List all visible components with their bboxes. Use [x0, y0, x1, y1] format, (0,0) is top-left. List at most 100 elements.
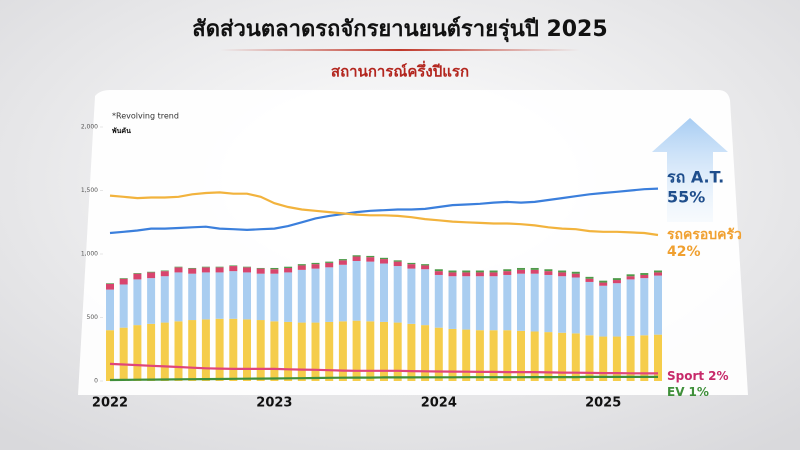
bar-segment — [284, 267, 293, 273]
bar-segment — [297, 264, 306, 266]
bar-segment — [256, 273, 265, 321]
bar-segment — [640, 278, 649, 336]
bar-segment — [489, 276, 498, 331]
trend-line — [109, 362, 658, 375]
bar-segment — [325, 261, 334, 263]
bar-segment — [585, 278, 594, 282]
bar-segment — [448, 276, 457, 329]
bar-segment — [106, 283, 114, 290]
bar-segment — [160, 271, 169, 277]
bar-segment — [243, 319, 251, 381]
bar-segment — [284, 272, 293, 322]
bar-segment — [558, 270, 567, 273]
y-tick-label: 0 — [94, 378, 98, 385]
bar-segment — [407, 262, 416, 265]
bar-segment — [421, 325, 430, 381]
y-unit: พันคัน — [112, 127, 131, 135]
title-rule — [220, 49, 580, 51]
bar-segment — [325, 262, 334, 268]
bar-segment — [654, 275, 662, 335]
bar-segment — [612, 278, 621, 281]
bar-segment — [243, 272, 251, 320]
bar-segment — [393, 260, 402, 262]
bar-segment — [462, 272, 471, 277]
bar-segment — [201, 267, 210, 273]
bar-segment — [640, 335, 649, 381]
series-share: 42% — [667, 244, 701, 260]
bar-segment — [530, 331, 539, 381]
bar-segment — [612, 336, 621, 381]
bar-segment — [475, 270, 484, 273]
bar-segment — [612, 283, 621, 337]
bar-segment — [462, 276, 471, 330]
bar-segment — [297, 265, 306, 270]
bar-segment — [106, 330, 114, 381]
bar-segment — [448, 270, 457, 273]
bar-segment — [366, 257, 375, 262]
bar-segment — [270, 269, 279, 274]
bar-segment — [448, 272, 457, 277]
bar-segment — [119, 284, 128, 328]
bar-segment — [626, 279, 635, 336]
bar-segment — [612, 280, 621, 284]
trend-line — [109, 187, 659, 235]
series-share: 1% — [688, 385, 708, 399]
bar-segment — [215, 267, 224, 273]
bar-segment — [147, 323, 156, 381]
y-tick-label: 1,000 — [81, 251, 98, 258]
bar-segment — [256, 267, 265, 269]
bar-segment — [133, 325, 142, 381]
bar-segment — [475, 276, 484, 331]
chart-title: สัดส่วนตลาดรถจักรยานยนต์รายรุ่นปี 2025 — [192, 16, 607, 43]
bar-segment — [571, 333, 580, 381]
bar-segment — [503, 274, 512, 331]
bar-segment — [338, 260, 347, 265]
bar-segment — [133, 273, 142, 280]
bar-segment — [407, 323, 416, 381]
bar-segment — [503, 330, 512, 381]
bar-segment — [297, 269, 306, 323]
bar-segment — [352, 260, 361, 321]
bar-segment — [585, 276, 594, 279]
bar-segment — [188, 268, 197, 274]
series-share: 2% — [708, 369, 728, 383]
bar-segment — [434, 274, 443, 328]
bar-segment — [270, 267, 279, 270]
bar-segment — [558, 276, 567, 333]
bar-segment — [174, 321, 183, 381]
x-tick-label: 2022 — [92, 396, 128, 411]
bar-segment — [599, 280, 608, 283]
bar-segment — [106, 283, 114, 284]
bar-segment — [174, 267, 183, 273]
bar-segment — [407, 268, 416, 324]
bar-segment — [380, 263, 388, 322]
bar-segment — [229, 266, 238, 272]
bar-segment — [544, 271, 553, 275]
bar-segment — [352, 320, 361, 381]
note: *Revolving trend — [112, 112, 179, 121]
bar-segment — [640, 274, 649, 279]
bar-segment — [421, 264, 430, 266]
trend-line — [109, 375, 658, 382]
bar-segment — [640, 273, 649, 275]
bar-segment — [174, 266, 183, 268]
bar-segment — [174, 272, 183, 322]
bar-segment — [119, 278, 128, 285]
x-tick-label: 2024 — [421, 396, 457, 411]
bar-segment — [407, 264, 416, 269]
bar-segment — [229, 265, 238, 267]
bar-segment — [366, 321, 375, 381]
bar-segment — [325, 267, 334, 322]
bar-segment — [489, 272, 498, 277]
bar-segment — [530, 273, 539, 332]
bar-segment — [654, 334, 662, 381]
series-label: Sport 2% — [667, 369, 729, 383]
bar-segment — [229, 318, 238, 381]
bar-segment — [503, 271, 512, 275]
y-tick-label: 1,500 — [81, 187, 98, 194]
bar-segment — [475, 272, 484, 277]
trend-line — [109, 191, 659, 237]
bar-segment — [544, 269, 553, 272]
bar-segment — [489, 330, 498, 381]
bar-segment — [544, 332, 553, 381]
